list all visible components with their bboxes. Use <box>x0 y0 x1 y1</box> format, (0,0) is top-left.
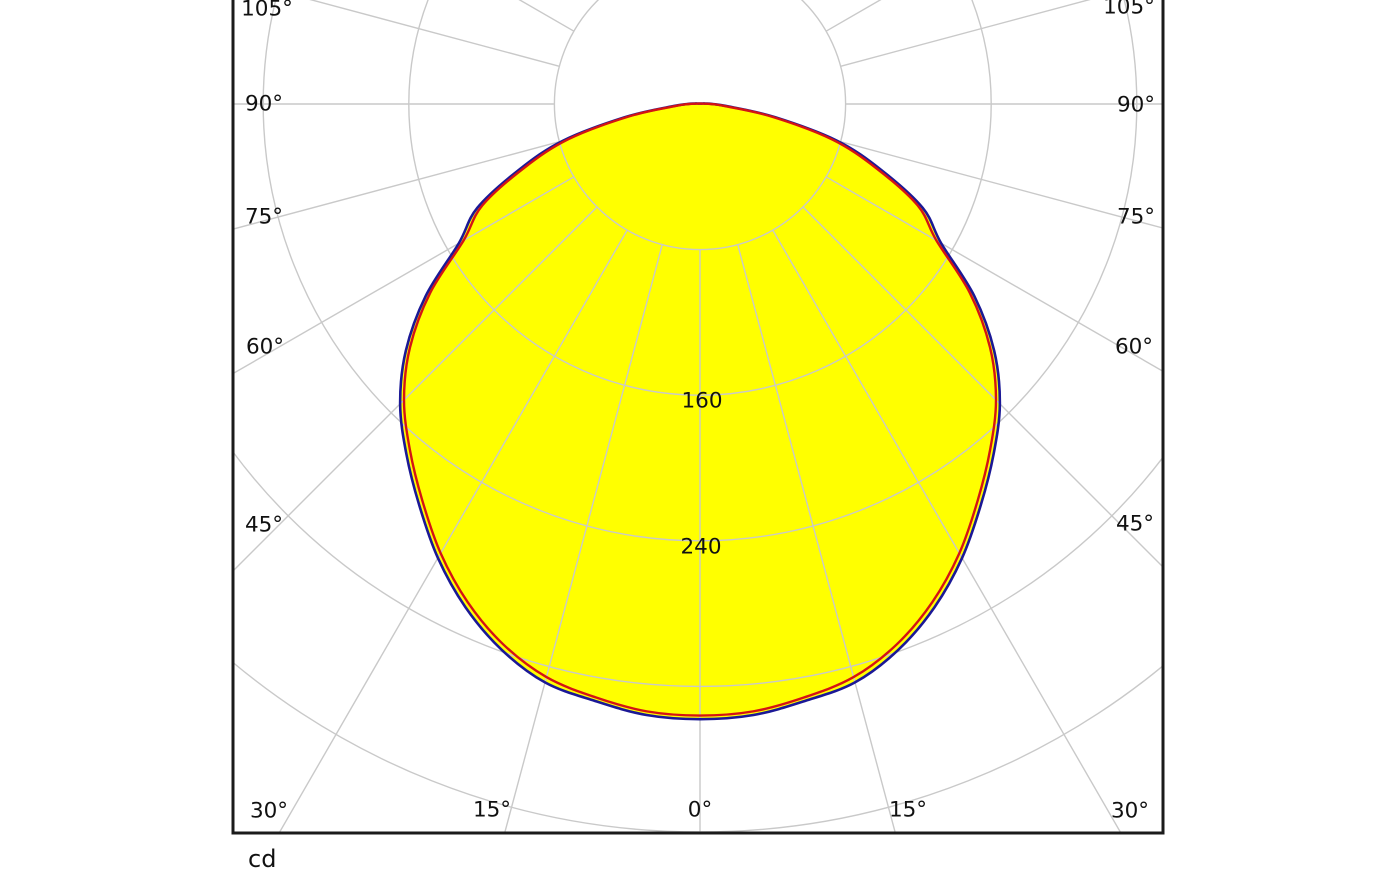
angle-tick-label-12: 75° <box>1117 205 1155 230</box>
grid-spoke-30deg <box>772 229 1122 833</box>
angle-tick-label-14: 105° <box>1103 0 1155 20</box>
angle-tick-label-1: 90° <box>245 92 283 117</box>
grid-spoke--30deg <box>278 229 628 833</box>
intensity-curve-red <box>402 102 998 717</box>
angle-tick-label-5: 30° <box>250 799 288 824</box>
grid-spoke-60deg <box>825 176 1163 373</box>
angle-tick-label-11: 60° <box>1115 335 1153 360</box>
grid-spoke-15deg <box>737 244 897 833</box>
grid-spoke--45deg <box>233 206 598 572</box>
angle-tick-label-0: 105° <box>241 0 293 22</box>
unit-label: cd <box>248 845 277 873</box>
angle-tick-label-2: 75° <box>245 205 283 230</box>
angle-tick-label-3: 60° <box>246 335 284 360</box>
plot-border <box>231 0 1165 835</box>
ring-tick-label-160: 160 <box>681 389 722 414</box>
grid-spoke--60deg <box>233 176 575 375</box>
angle-tick-label-4: 45° <box>245 513 283 538</box>
grid-spoke--105deg <box>309 0 560 67</box>
intensity-curve-blue <box>398 102 1002 721</box>
angle-tick-label-10: 45° <box>1116 512 1154 537</box>
grid-spoke-105deg <box>840 0 1091 67</box>
grid-spoke--75deg <box>233 141 560 230</box>
angle-tick-label-13: 90° <box>1117 93 1155 118</box>
angle-tick-label-9: 30° <box>1111 799 1149 824</box>
grid-spoke-75deg <box>840 141 1163 229</box>
angle-tick-label-8: 15° <box>889 798 927 823</box>
grid-spoke--15deg <box>503 244 663 833</box>
grid-spoke-45deg <box>802 206 1163 568</box>
ring-tick-label-240: 240 <box>680 535 721 560</box>
angle-tick-label-7: 0° <box>688 798 712 823</box>
angle-tick-label-6: 15° <box>473 798 511 823</box>
